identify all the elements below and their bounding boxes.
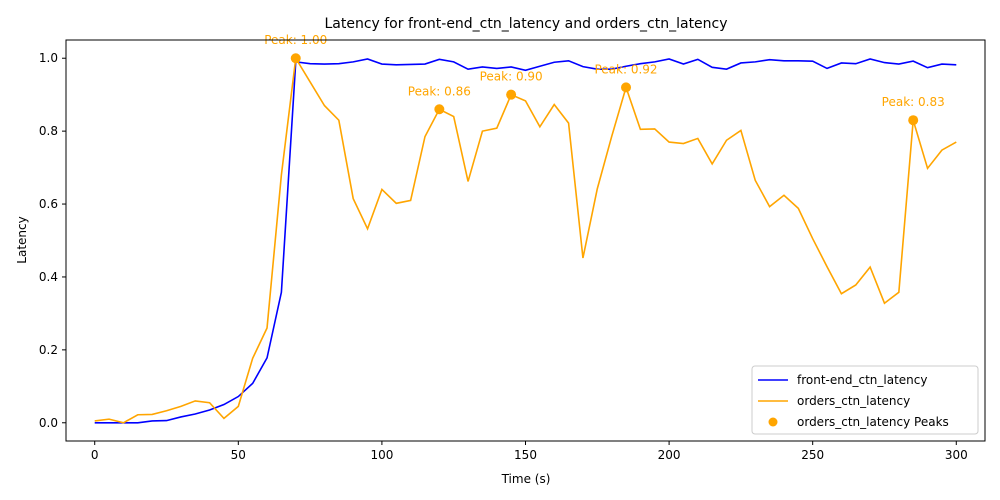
y-tick-label: 0.0: [39, 416, 58, 430]
x-tick-label: 50: [231, 448, 246, 462]
y-tick-label: 0.4: [39, 270, 58, 284]
x-tick-label: 0: [91, 448, 99, 462]
plot-lines: [94, 55, 957, 424]
x-axis-ticks: 0 50 100 150 200 250 300: [91, 441, 968, 462]
legend-label-orders: orders_ctn_latency: [797, 394, 910, 408]
peak-marker: [290, 53, 301, 64]
x-tick-label: 150: [514, 448, 537, 462]
peak-marker: [621, 82, 632, 93]
x-tick-label: 100: [370, 448, 393, 462]
peak-label: Peak: 0.86: [408, 84, 471, 98]
legend-swatch-peaks: [768, 417, 778, 427]
y-tick-label: 0.2: [39, 343, 58, 357]
y-tick-label: 0.6: [39, 197, 58, 211]
chart-title: Latency for front-end_ctn_latency and or…: [324, 16, 727, 32]
peak-label: Peak: 0.92: [594, 62, 657, 76]
peak-label: Peak: 0.90: [480, 70, 543, 84]
peak-markers: [290, 53, 919, 126]
y-axis-ticks: 0.0 0.2 0.4 0.6 0.8 1.0: [39, 51, 66, 430]
legend-box: [751, 365, 979, 435]
x-tick-label: 250: [801, 448, 824, 462]
legend-label-front-end: front-end_ctn_latency: [797, 373, 927, 387]
x-tick-label: 300: [945, 448, 968, 462]
y-tick-label: 0.8: [39, 124, 58, 138]
x-axis-label: Time (s): [501, 472, 551, 486]
series-line-0: [94, 58, 957, 424]
legend-label-peaks: orders_ctn_latency Peaks: [797, 415, 949, 429]
peak-label: Peak: 0.83: [882, 95, 945, 109]
legend: front-end_ctn_latency orders_ctn_latency…: [751, 365, 979, 435]
peak-marker: [908, 115, 919, 126]
peak-marker: [434, 104, 445, 115]
series-line-1: [94, 55, 957, 424]
x-tick-label: 200: [658, 448, 681, 462]
y-axis-label: Latency: [15, 216, 29, 263]
y-tick-label: 1.0: [39, 51, 58, 65]
peak-marker: [506, 89, 517, 100]
